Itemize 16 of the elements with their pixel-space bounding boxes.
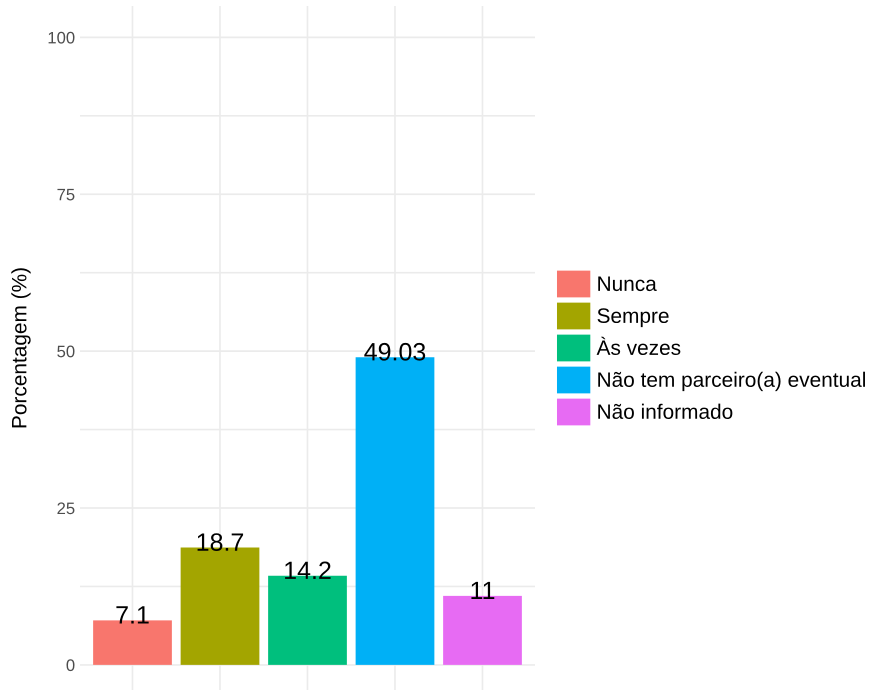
data-label: 18.7 <box>198 533 244 551</box>
legend-label: Não tem parceiro(a) eventual <box>598 372 865 392</box>
y-tick-label: 50 <box>57 346 74 358</box>
data-label: 49.03 <box>364 342 426 361</box>
y-tick-label: 75 <box>57 188 74 200</box>
y-tick-label: 100 <box>48 32 74 44</box>
data-label: 7.1 <box>116 606 149 624</box>
data-label: 11 <box>471 582 494 600</box>
data-label: 14.2 <box>285 561 331 579</box>
y-axis-title: Porcentagem (%) <box>11 268 31 428</box>
legend-label: Nunca <box>598 276 657 292</box>
legend-label: Sempre <box>598 308 669 328</box>
legend-label: Às vezes <box>596 336 680 356</box>
legend-label: Não informado <box>598 404 732 419</box>
y-tick-label: 25 <box>57 502 74 514</box>
y-tick-label: 0 <box>66 659 74 672</box>
